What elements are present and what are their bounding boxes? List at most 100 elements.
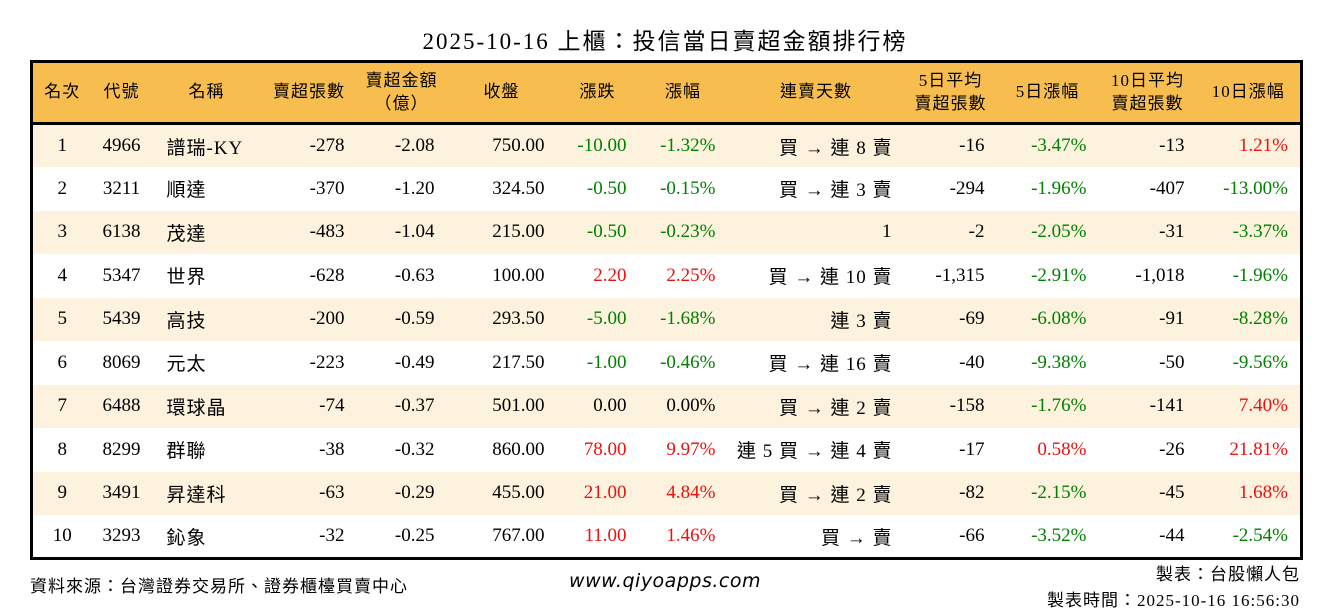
cell-stock-code: 8299 (102, 438, 141, 460)
cell-sell-volume: -74 (319, 395, 345, 417)
cell-rank: 9 (57, 482, 68, 504)
footer: 資料來源：台灣證券交易所、證券櫃檯買賣中心 www.qiyoapps.com 製… (30, 561, 1300, 611)
cell-avg5-volume: -66 (959, 525, 985, 546)
cell-stock-name: 群聯 (166, 441, 207, 463)
cell-change-pct: 9.97% (666, 438, 716, 460)
cell-change-pct: -1.68% (660, 308, 716, 330)
cell-change: -1.00 (586, 351, 627, 373)
cell-pct5: -9.38% (1031, 351, 1087, 373)
cell-close: 324.50 (492, 177, 545, 199)
cell-change: 2.20 (593, 264, 627, 286)
cell-sell-amount: -2.08 (394, 135, 435, 156)
cell-stock-code: 6138 (102, 221, 141, 243)
cell-pct10: 1.21% (1238, 135, 1288, 156)
table-row: 3 6138 茂達 -483 -1.04 215.00 -0.50 -0.23%… (31, 210, 1302, 254)
page-title: 2025-10-16 上櫃：投信當日賣超金額排行榜 (422, 29, 908, 54)
cell-close: 293.50 (492, 308, 545, 330)
cell-sell-amount: -0.49 (394, 351, 435, 373)
cell-pct10: -1.96% (1232, 264, 1288, 286)
table-row: 10 3293 鈊象 -32 -0.25 767.00 11.00 1.46% … (32, 515, 1302, 559)
cell-avg5-volume: -16 (959, 135, 985, 156)
cell-streak: 1 (882, 221, 893, 243)
cell-pct10: -2.54% (1232, 525, 1288, 546)
cell-change-pct: 0.00% (666, 395, 716, 417)
cell-stock-code: 3293 (102, 525, 141, 546)
cell-stock-name: 譜瑞-KY (166, 137, 244, 159)
cell-streak: 買 → 連 2 賣 (778, 484, 893, 506)
cell-change-pct: -0.46% (660, 351, 716, 373)
cell-pct5: -3.52% (1031, 525, 1087, 546)
cell-stock-name: 世界 (166, 267, 207, 289)
table-row: 6 8069 元太 -223 -0.49 217.50 -1.00 -0.46%… (32, 341, 1302, 385)
table-row: 8 8299 群聯 -38 -0.32 860.00 78.00 9.97% 連… (32, 428, 1302, 472)
cell-change: 11.00 (584, 525, 627, 546)
cell-avg10-volume: -31 (1159, 221, 1185, 243)
cell-streak: 連 3 賣 (830, 310, 893, 332)
cell-pct10: -8.28% (1232, 308, 1288, 330)
cell-streak: 買 → 連 2 賣 (778, 397, 893, 419)
col-header-close: 收盤 (446, 61, 557, 125)
cell-sell-volume: -483 (309, 221, 345, 243)
cell-pct5: -2.05% (1031, 221, 1087, 243)
col-header-avg5-volume: 5日平均 賣超張數 (904, 61, 997, 125)
cell-pct5: -2.91% (1031, 264, 1087, 286)
cell-sell-amount: -0.37 (394, 395, 435, 417)
cell-change-pct: -0.15% (660, 177, 716, 199)
table-row: 4 5347 世界 -628 -0.63 100.00 2.20 2.25% 買… (32, 254, 1302, 298)
cell-rank: 10 (52, 525, 72, 546)
cell-close: 767.00 (492, 525, 545, 546)
col-header-change: 漲跌 (556, 61, 639, 125)
cell-sell-volume: -223 (309, 351, 345, 373)
cell-pct10: 7.40% (1238, 395, 1288, 417)
cell-pct10: -13.00% (1223, 177, 1288, 199)
cell-sell-amount: -0.63 (394, 264, 435, 286)
cell-change-pct: -0.23% (660, 221, 716, 243)
cell-avg10-volume: -407 (1149, 177, 1185, 199)
cell-avg5-volume: -294 (949, 177, 985, 199)
cell-change-pct: 4.84% (666, 482, 716, 504)
cell-close: 455.00 (492, 482, 545, 504)
cell-stock-name: 鈊象 (166, 527, 207, 549)
cell-change-pct: 2.25% (666, 264, 716, 286)
cell-change: -0.50 (586, 177, 627, 199)
cell-avg10-volume: -13 (1159, 135, 1185, 156)
cell-close: 217.50 (492, 351, 545, 373)
cell-stock-name: 環球晶 (166, 397, 227, 419)
col-header-streak: 連賣天數 (727, 61, 905, 125)
maker-note: 製表：台股懶人包 (1156, 565, 1300, 584)
cell-close: 750.00 (492, 135, 545, 156)
cell-pct10: 21.81% (1229, 438, 1288, 460)
cell-pct10: -3.37% (1232, 221, 1288, 243)
cell-change: 0.00 (593, 395, 627, 417)
header-row: 名次 代號 名稱 賣超張數 賣超金額 （億） 收盤 漲跌 漲幅 連賣天數 5日平… (31, 61, 1302, 125)
cell-rank: 1 (57, 135, 68, 156)
cell-rank: 2 (57, 177, 68, 199)
cell-pct10: 1.68% (1238, 482, 1288, 504)
col-header-pct5: 5日漲幅 (996, 61, 1099, 125)
table-header: 名次 代號 名稱 賣超張數 賣超金額 （億） 收盤 漲跌 漲幅 連賣天數 5日平… (31, 61, 1302, 125)
cell-close: 860.00 (492, 438, 545, 460)
table-row: 2 3211 順達 -370 -1.20 324.50 -0.50 -0.15%… (32, 167, 1302, 211)
cell-sell-amount: -1.04 (394, 221, 435, 243)
cell-avg5-volume: -158 (949, 395, 985, 417)
cell-change: 21.00 (583, 482, 627, 504)
cell-stock-name: 順達 (166, 180, 207, 202)
cell-pct5: -6.08% (1031, 308, 1087, 330)
cell-stock-name: 茂達 (166, 223, 207, 245)
col-header-sell-volume: 賣超張數 (261, 61, 357, 125)
cell-avg10-volume: -91 (1159, 308, 1185, 330)
cell-avg10-volume: -50 (1159, 351, 1185, 373)
cell-stock-name: 昇達科 (166, 484, 227, 506)
cell-avg10-volume: -45 (1159, 482, 1185, 504)
website-url: www.qiyoapps.com (569, 570, 761, 592)
cell-avg10-volume: -26 (1159, 438, 1185, 460)
cell-avg5-volume: -82 (959, 482, 985, 504)
table-row: 7 6488 環球晶 -74 -0.37 501.00 0.00 0.00% 買… (31, 384, 1302, 428)
cell-pct10: -9.56% (1232, 351, 1288, 373)
col-header-name: 名稱 (151, 61, 262, 125)
cell-change: -10.00 (577, 135, 627, 156)
cell-stock-code: 6488 (102, 395, 141, 417)
cell-stock-code: 8069 (102, 351, 141, 373)
col-header-avg10-volume: 10日平均 賣超張數 (1098, 61, 1197, 125)
cell-avg5-volume: -69 (959, 308, 985, 330)
